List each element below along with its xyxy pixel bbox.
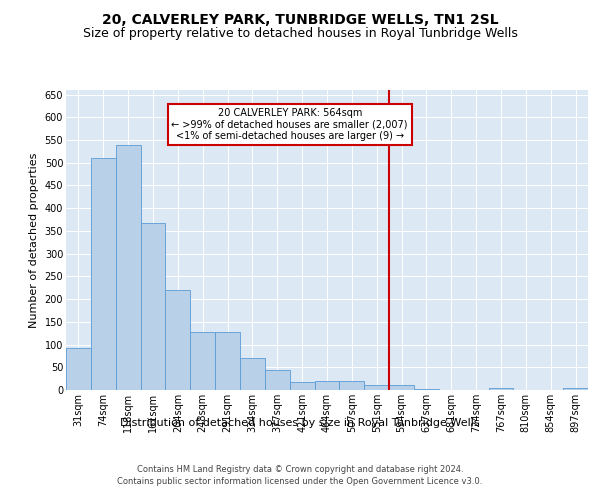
Text: Size of property relative to detached houses in Royal Tunbridge Wells: Size of property relative to detached ho… [83,28,517,40]
Bar [116,146,140,390]
Text: Contains public sector information licensed under the Open Government Licence v3: Contains public sector information licen… [118,478,482,486]
Bar [488,388,514,390]
Text: 20, CALVERLEY PARK, TUNBRIDGE WELLS, TN1 2SL: 20, CALVERLEY PARK, TUNBRIDGE WELLS, TN1… [101,12,499,26]
Bar [240,358,265,390]
Bar [166,290,190,390]
Bar [66,348,91,390]
Bar [290,382,314,390]
Bar [389,386,414,390]
Bar [190,332,215,390]
Bar [140,222,166,390]
Text: 20 CALVERLEY PARK: 564sqm
← >99% of detached houses are smaller (2,007)
<1% of s: 20 CALVERLEY PARK: 564sqm ← >99% of deta… [172,108,408,142]
Bar [91,158,116,390]
Text: Contains HM Land Registry data © Crown copyright and database right 2024.: Contains HM Land Registry data © Crown c… [137,465,463,474]
Bar [563,388,588,390]
Y-axis label: Number of detached properties: Number of detached properties [29,152,39,328]
Bar [215,332,240,390]
Bar [340,381,364,390]
Bar [414,388,439,390]
Bar [364,386,389,390]
Bar [314,381,340,390]
Text: Distribution of detached houses by size in Royal Tunbridge Wells: Distribution of detached houses by size … [120,418,480,428]
Bar [265,370,290,390]
